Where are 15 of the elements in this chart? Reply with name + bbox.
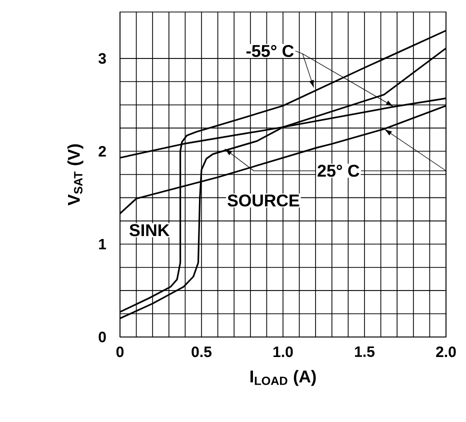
x-tick-label: 1.0	[274, 346, 293, 358]
x-axis-title: I$_{LOAD}$ (A)	[250, 370, 316, 386]
y-tick-label: 3	[98, 53, 106, 64]
x-tick-label: 1.5	[355, 346, 374, 357]
y-axis-title: V$_{SAT}$ (V)	[67, 144, 84, 206]
x-tick-label: 0	[116, 346, 124, 358]
annotation: SOURCE	[228, 194, 300, 207]
y-tick-label: 2	[98, 146, 106, 157]
annotation: 25° C	[318, 164, 360, 177]
annotation: -55° C	[246, 44, 294, 58]
x-tick-label: 2.0	[436, 346, 456, 358]
annotation: SINK	[130, 224, 170, 236]
y-tick-label: 1	[99, 238, 106, 250]
x-tick-label: 0.5	[192, 346, 212, 358]
y-tick-label: 0	[98, 332, 106, 342]
